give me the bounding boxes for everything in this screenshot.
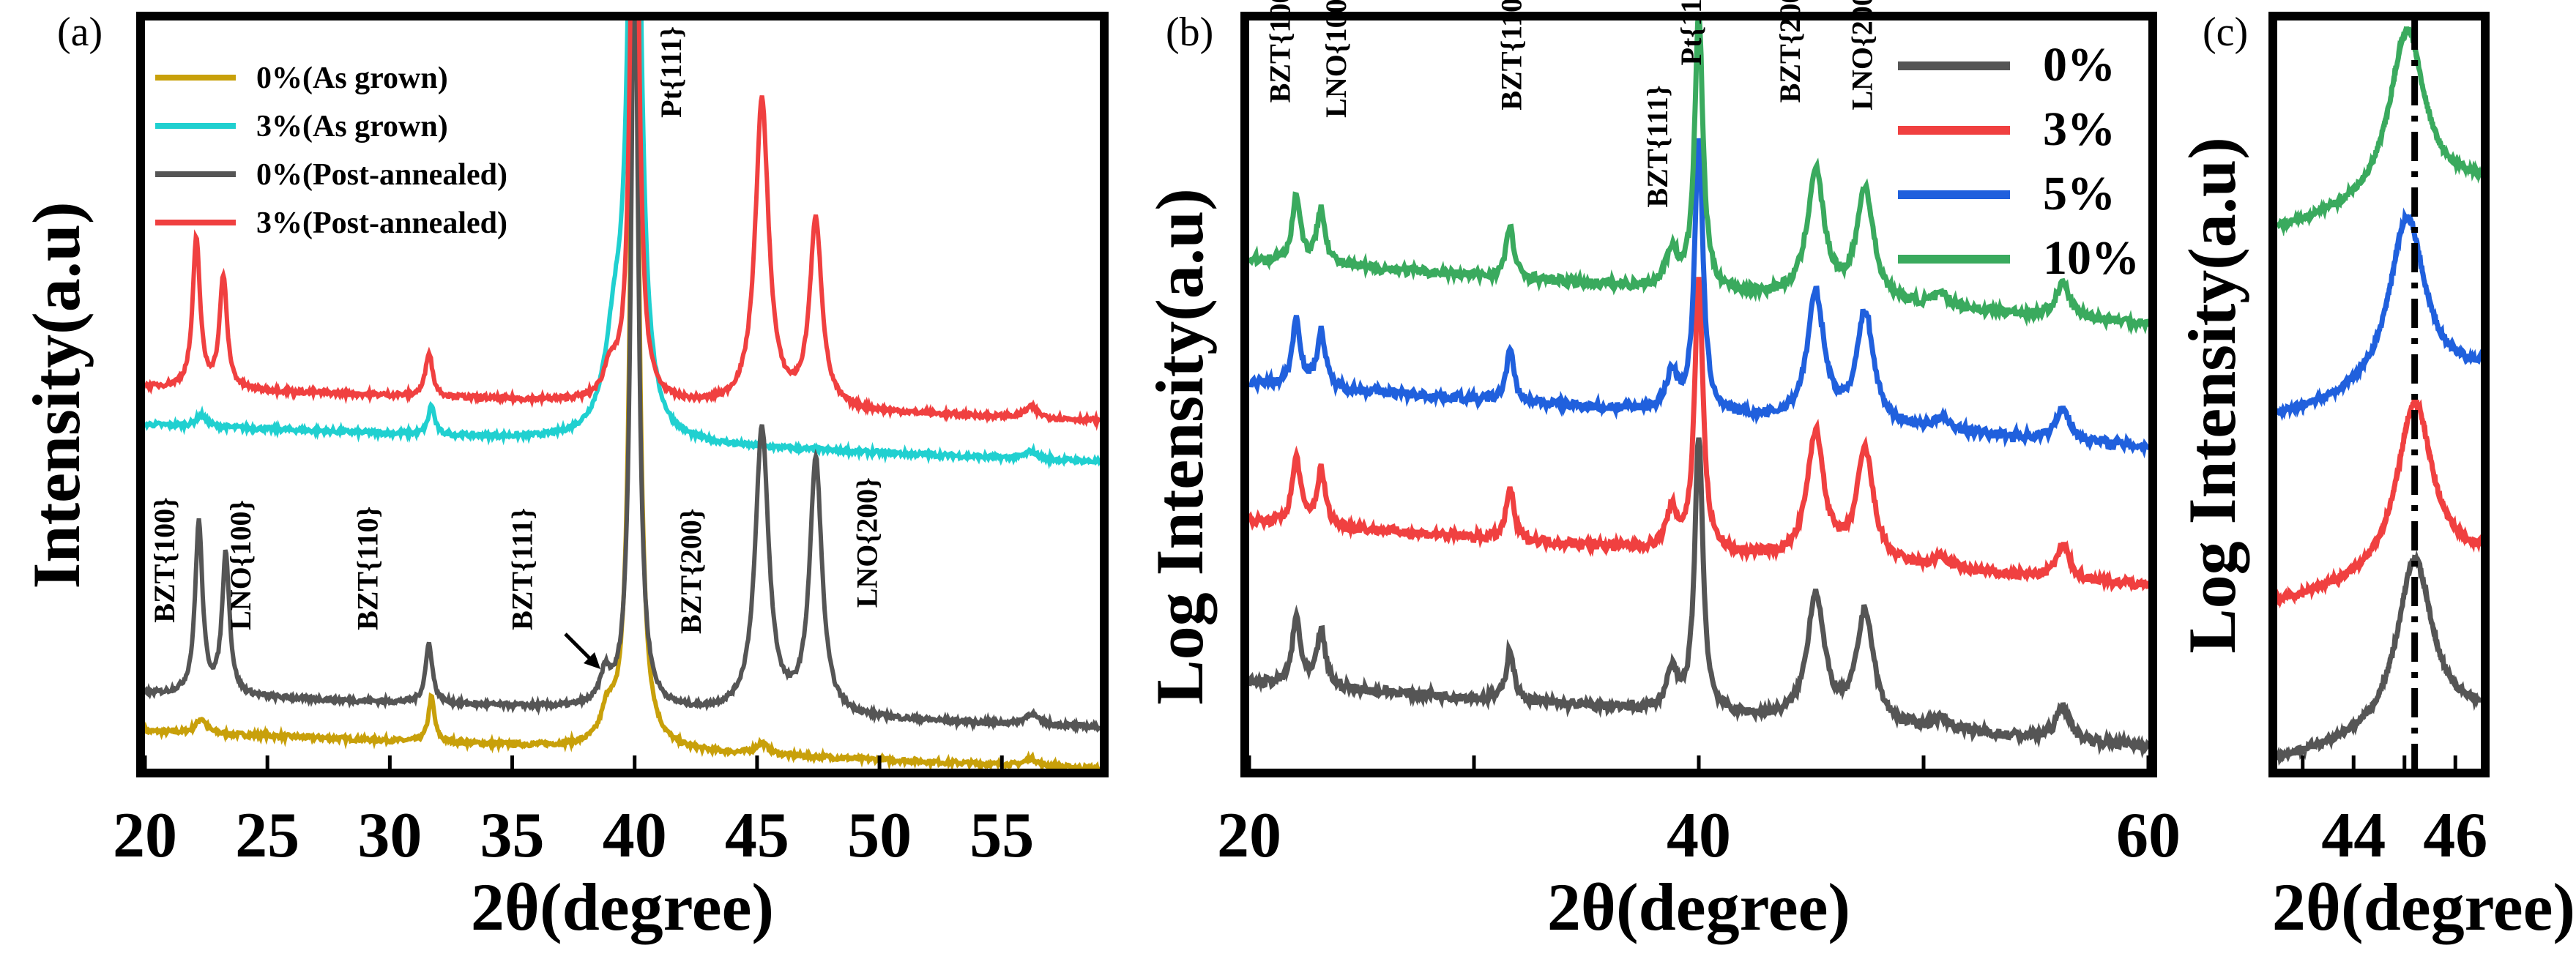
panel-b-series-2 (1249, 277, 2148, 593)
panel-b-series-1 (1249, 437, 2148, 759)
x-tick-label: 50 (847, 800, 912, 871)
legend-entry: 0%(Post-annealed) (256, 158, 507, 192)
x-tick-label: 30 (357, 800, 422, 871)
panel-a-label: (a) (57, 10, 103, 55)
panel-a-peak-label: LNO{100} (224, 500, 257, 630)
bzt-111-arrow (564, 632, 600, 669)
panel-b-peak-label: Pt{111} (1675, 0, 1708, 65)
panel-b-label: (b) (1166, 10, 1213, 55)
x-tick-label: 60 (2116, 800, 2181, 871)
panel-b-series-4 (1249, 20, 2148, 335)
panel-c-series-2 (2277, 397, 2481, 609)
panel-b-x-axis-label: 2θ(degree) (1547, 870, 1850, 944)
panel-c-chart: 44 46 2θ(degree) Log Intensity(a.u) (2175, 12, 2575, 944)
panel-c-frame (2268, 12, 2490, 777)
panel-a-peak-label: BZT{111} (505, 508, 538, 630)
x-tick-label: 25 (235, 800, 299, 871)
panel-a-peak-label: LNO{200} (851, 477, 884, 608)
panel-a-peak-label: BZT{100} (148, 497, 181, 623)
panel-a-series-group (145, 20, 1100, 769)
panel-a-peak-label: BZT{200} (674, 508, 707, 634)
legend-entry: 3%(Post-annealed) (256, 206, 507, 240)
panel-c-series-1 (2277, 550, 2481, 766)
panel-a-annotations: BZT{100} LNO{100} BZT{110} BZT{111} BZT{200}… (148, 26, 884, 634)
panel-a-y-axis-label: Intensity(a.u) (19, 201, 94, 589)
panel-a-x-ticks: 20 25 30 35 40 45 50 55 (113, 755, 1034, 871)
legend-entry: 3% (2043, 102, 2115, 156)
x-tick-label: 20 (113, 800, 177, 871)
panel-b-frame (1240, 12, 2157, 777)
panel-c-x-ticks: 44 46 (2301, 755, 2487, 871)
panel-a-peak-label: BZT{110} (351, 507, 384, 630)
panel-a-peak-label: Pt{111} (655, 26, 688, 118)
x-tick-label: 44 (2321, 800, 2386, 871)
legend-entry: 3%(As grown) (256, 110, 448, 143)
panel-b-x-ticks: 20 40 60 (1217, 755, 2181, 871)
panel-c-y-axis-label: Log Intensity(a.u) (2175, 137, 2249, 653)
x-tick-label: 45 (725, 800, 789, 871)
panel-a-frame (136, 12, 1109, 777)
panel-b-legend: 0% 3% 5% 10% (1898, 38, 2140, 285)
legend-entry: 0%(As grown) (256, 61, 448, 95)
panel-c-series-3 (2277, 207, 2481, 422)
panel-b-y-axis-label: Log Intensity(a.u) (1142, 188, 1217, 704)
x-tick-label: 20 (1217, 800, 1281, 871)
x-tick-label: 35 (480, 800, 545, 871)
panel-b-annotations: BZT{100} LNO{100} BZT{110}BZT{111}Pt{111} B… (1263, 0, 1878, 208)
panel-a-legend: 0%(As grown) 3%(As grown) 0%(Post-annealed… (155, 61, 507, 240)
panel-c-series-4 (2277, 26, 2481, 236)
x-tick-label: 40 (1667, 800, 1731, 871)
legend-entry: 10% (2043, 231, 2140, 285)
panel-b-peak-label: BZT{111} (1641, 85, 1674, 207)
panel-a-x-axis-label: 2θ(degree) (471, 870, 774, 944)
panel-c-label: (c) (2203, 10, 2248, 55)
panel-a-series-4 (145, 20, 1100, 431)
panel-a-series-2 (145, 20, 1100, 470)
panel-b-chart: BZT{100} LNO{100} BZT{110}BZT{111}Pt{111} B… (1142, 0, 2181, 944)
panel-c-x-axis-label: 2θ(degree) (2272, 870, 2575, 944)
legend-entry: 5% (2043, 167, 2115, 220)
legend-entry: 0% (2043, 38, 2115, 92)
x-tick-label: 55 (969, 800, 1034, 871)
panel-a-series-3 (145, 20, 1100, 735)
panel-c-series-group (2277, 26, 2481, 766)
panel-b-series-3 (1249, 138, 2148, 459)
panel-b-series-group (1249, 20, 2148, 759)
x-tick-label: 40 (603, 800, 667, 871)
panel-a-chart: BZT{100} LNO{100} BZT{110} BZT{111} BZT{200}… (19, 12, 1109, 944)
x-tick-label: 46 (2423, 800, 2487, 871)
